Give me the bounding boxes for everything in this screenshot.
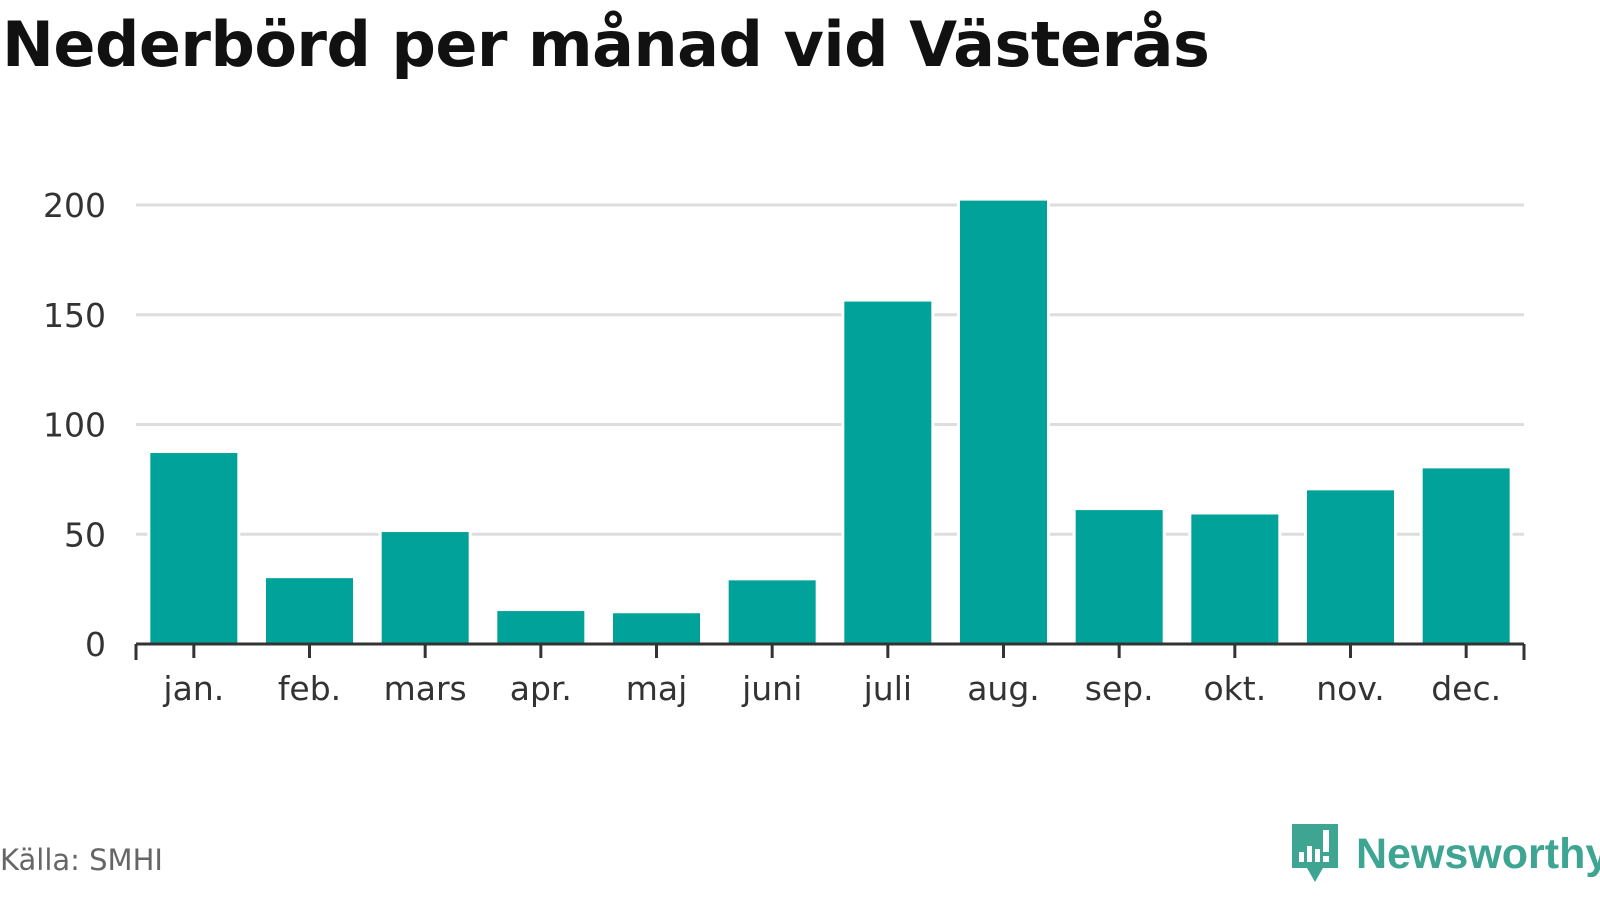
y-tick-label: 200 xyxy=(43,186,106,225)
bar-dec xyxy=(1419,465,1513,647)
bar-apr xyxy=(494,608,588,648)
bar-jan xyxy=(147,450,241,647)
bars xyxy=(147,197,1513,648)
y-axis-labels: 0 50 100 150 200 xyxy=(43,186,106,664)
x-tick-label: apr. xyxy=(510,669,572,708)
x-tick-label: mars xyxy=(384,669,467,708)
x-axis-labels: jan. feb. mars apr. maj juni juli aug. sep. okt. n… xyxy=(162,669,1501,708)
bar-okt xyxy=(1188,511,1282,647)
y-tick-label: 150 xyxy=(43,296,106,335)
bar-mars xyxy=(378,529,472,647)
brand-name: Newsworthy xyxy=(1356,829,1600,878)
gridlines xyxy=(136,203,1524,536)
x-tick-label: okt. xyxy=(1203,669,1266,708)
bar-maj xyxy=(610,610,703,648)
x-tick-label: juni xyxy=(741,669,802,708)
x-tick-label: jan. xyxy=(162,669,224,708)
bar-aug xyxy=(957,197,1050,648)
bar-juni xyxy=(725,577,819,647)
chart-title: Nederbörd per månad vid Västerås xyxy=(2,8,1210,81)
x-tick-label: nov. xyxy=(1316,669,1385,708)
bar-feb xyxy=(263,575,356,648)
bar-nov xyxy=(1304,487,1397,647)
x-tick-label: feb. xyxy=(278,669,341,708)
brand: Newsworthy xyxy=(1290,822,1600,886)
x-tick-label: sep. xyxy=(1085,669,1154,708)
y-tick-label: 50 xyxy=(64,515,106,554)
bar-sep xyxy=(1072,507,1166,648)
y-tick-label: 100 xyxy=(43,406,106,445)
x-tick-label: juli xyxy=(863,669,912,708)
x-tick-label: dec. xyxy=(1431,669,1501,708)
newsworthy-logo-icon xyxy=(1292,824,1338,882)
bar-juli xyxy=(841,298,935,647)
x-axis xyxy=(134,642,1526,660)
x-tick-label: aug. xyxy=(967,669,1040,708)
x-tick-label: maj xyxy=(626,669,688,708)
source-text: Källa: SMHI xyxy=(0,843,163,877)
y-tick-label: 0 xyxy=(85,625,106,664)
